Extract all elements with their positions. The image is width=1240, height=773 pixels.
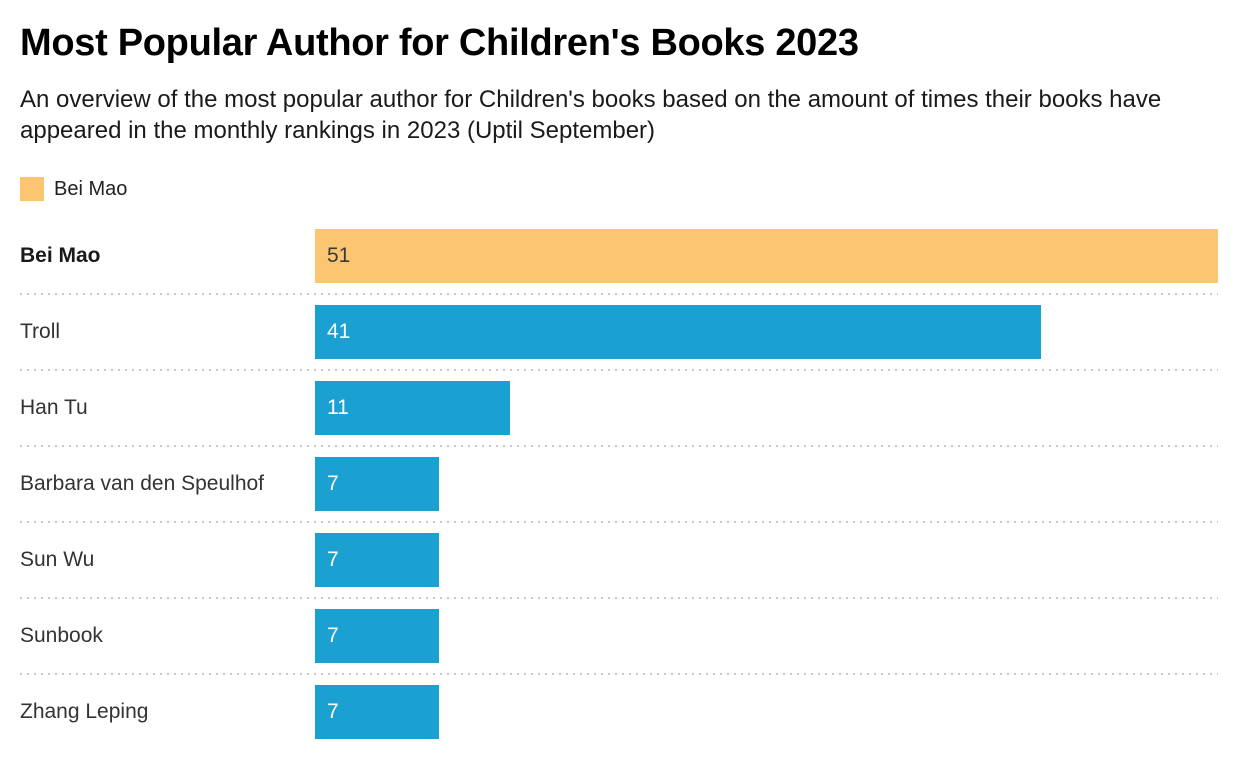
bar-value-label: 7 [327,472,339,496]
bar-row: Bei Mao 51 [20,229,1218,284]
bar-value-label: 51 [327,244,351,268]
bar: 11 [315,381,510,436]
bar-chart: Bei Mao 51 Troll 41 Han Tu 11 Barbara van den … [20,229,1218,740]
bar-value-label: 11 [327,396,349,420]
bar-area: 7 [315,609,1218,664]
bar: 41 [315,305,1041,360]
row-separator [20,521,1218,524]
bar-area: 7 [315,685,1218,740]
bar-rows: Bei Mao 51 Troll 41 Han Tu 11 Barbara van den … [20,229,1218,740]
bar-row: Han Tu 11 [20,381,1218,436]
category-label: Sunbook [20,624,103,648]
category-label: Zhang Leping [20,700,149,724]
legend: Bei Mao [20,177,1218,202]
bar-row: Troll 41 [20,305,1218,360]
bar-row: Barbara van den Speulhof 7 [20,457,1218,512]
bar: 7 [315,457,439,512]
bar-value-label: 7 [327,548,339,572]
category-label: Troll [20,320,61,344]
bar-value-label: 7 [327,700,339,724]
chart-subtitle: An overview of the most popular author f… [20,85,1162,145]
category-label: Bei Mao [20,244,101,268]
chart-title: Most Popular Author for Children's Books… [20,22,859,64]
bar-area: 11 [315,381,1218,436]
bar-area: 41 [315,305,1218,360]
bar-value-label: 41 [327,320,351,344]
bar: 51 [315,229,1218,284]
bar-value-label: 7 [327,624,339,648]
bar: 7 [315,685,439,740]
category-label: Barbara van den Speulhof [20,472,265,496]
bar: 7 [315,609,439,664]
bar-area: 7 [315,457,1218,512]
category-label: Sun Wu [20,548,95,572]
bar: 7 [315,533,439,588]
row-separator [20,673,1218,676]
legend-label: Bei Mao [54,177,128,200]
legend-swatch [20,177,44,202]
bar-area: 51 [315,229,1218,284]
bar-row: Sun Wu 7 [20,533,1218,588]
row-separator [20,369,1218,372]
row-separator [20,445,1218,448]
legend-item: Bei Mao [20,177,128,202]
row-separator [20,293,1218,296]
category-label: Han Tu [20,396,88,420]
bar-row: Zhang Leping 7 [20,685,1218,740]
bar-area: 7 [315,533,1218,588]
bar-row: Sunbook 7 [20,609,1218,664]
row-separator [20,597,1218,600]
